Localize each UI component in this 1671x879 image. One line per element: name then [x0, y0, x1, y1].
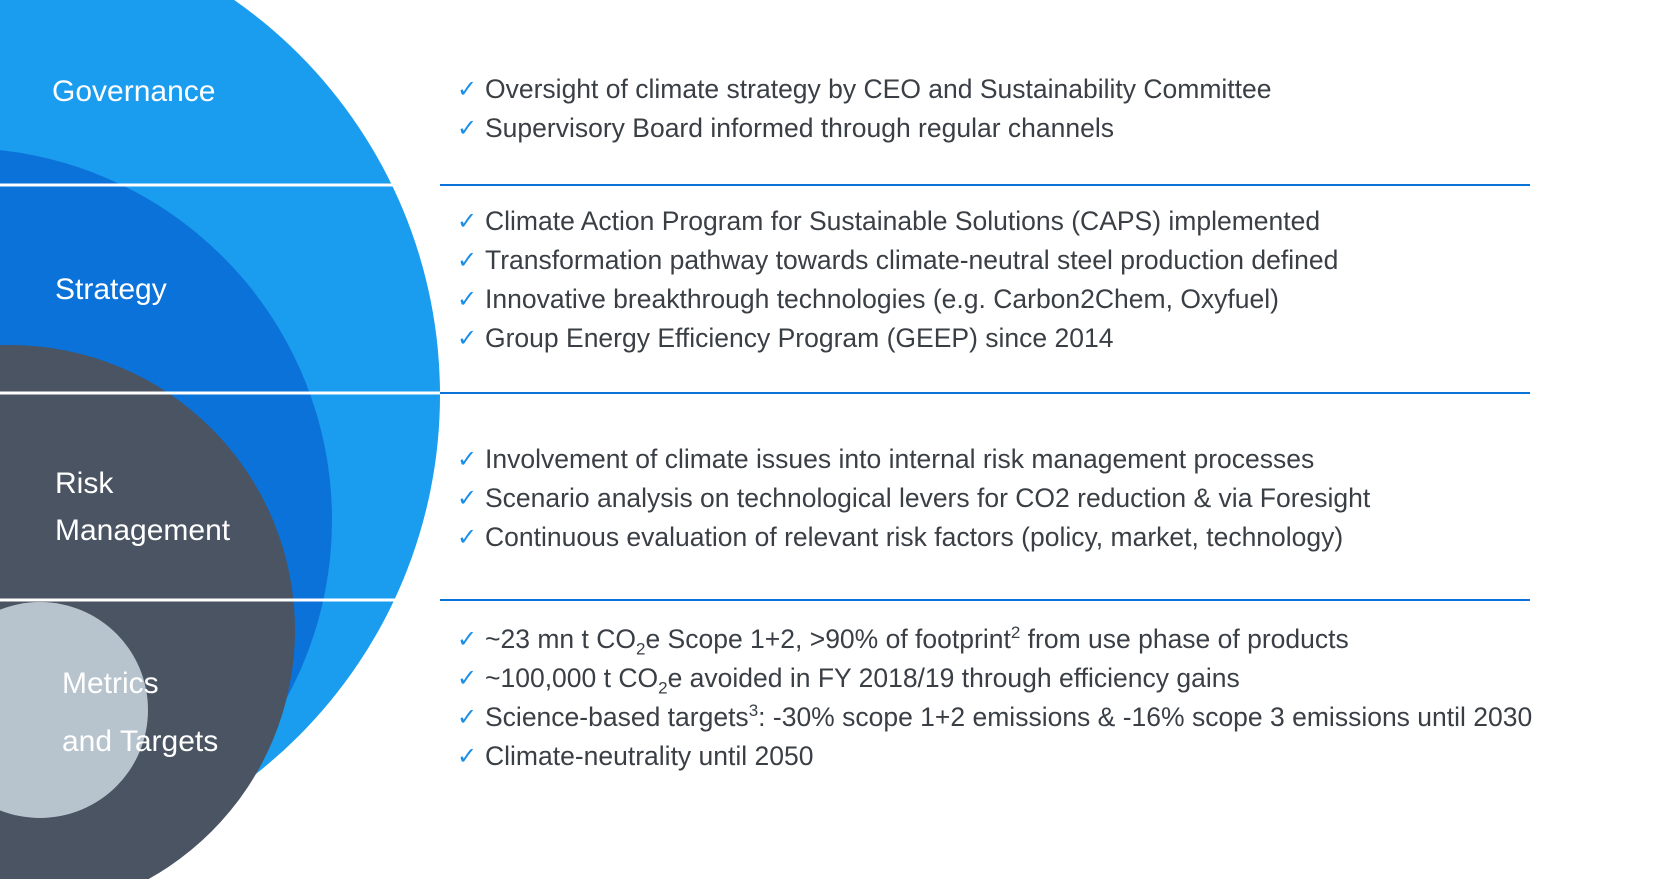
bullet-text: : -30% scope 1+2 emissions & -16% scope …	[758, 702, 1533, 732]
bullet-text: e Scope 1+2, >90% of footprint	[645, 624, 1011, 654]
bullet-text: Climate Action Program for Sustainable S…	[485, 206, 1321, 236]
bullet-text: Involvement of climate issues into inter…	[485, 444, 1315, 474]
bullet: Scenario analysis on technological lever…	[457, 479, 1577, 518]
bullet-text: Science-based targets	[485, 702, 749, 732]
circle-metrics	[0, 602, 148, 818]
label-line: Strategy	[55, 273, 167, 306]
label-line: Metrics	[62, 667, 159, 700]
bullet-text: from use phase of products	[1020, 624, 1349, 654]
section-label: Risk Management	[55, 460, 230, 554]
bullet: Climate-neutrality until 2050	[457, 737, 1577, 776]
bullet-text: Group Energy Efficiency Program (GEEP) s…	[485, 323, 1114, 353]
bullet-text: ~100,000 t CO	[485, 663, 659, 693]
bullet: ~100,000 t CO2e avoided in FY 2018/19 th…	[457, 659, 1577, 698]
bullet-text: Supervisory Board informed through regul…	[485, 113, 1114, 143]
bullet-list: Climate Action Program for Sustainable S…	[457, 202, 1577, 358]
superscript: 3	[748, 701, 759, 721]
bullet: Transformation pathway towards climate-n…	[457, 241, 1577, 280]
section-label: Metrics and Targets	[62, 655, 218, 771]
white-separators	[0, 183, 440, 602]
bullet-text: Transformation pathway towards climate-n…	[485, 245, 1339, 275]
bullet-text: Climate-neutrality until 2050	[485, 741, 814, 771]
bullet: Continuous evaluation of relevant risk f…	[457, 518, 1577, 557]
section-label: Governance	[52, 67, 215, 117]
bullet-text: Innovative breakthrough technologies (e.…	[485, 284, 1279, 314]
bullet-text: e avoided in FY 2018/19 through efficien…	[667, 663, 1240, 693]
bullet-text: Scenario analysis on technological lever…	[485, 483, 1371, 513]
bullet-text: Oversight of climate strategy by CEO and…	[485, 74, 1272, 104]
label-line: Governance	[52, 75, 216, 108]
bullet-list: ~23 mn t CO2e Scope 1+2, >90% of footpri…	[457, 620, 1577, 776]
separators	[380, 184, 1530, 601]
bullet-list: Oversight of climate strategy by CEO and…	[457, 70, 1577, 148]
bullet: ~23 mn t CO2e Scope 1+2, >90% of footpri…	[457, 620, 1577, 659]
label-line: Management	[55, 514, 231, 547]
subscript: 2	[635, 639, 646, 659]
bullet-list: Involvement of climate issues into inter…	[457, 440, 1577, 557]
bullet-text: Continuous evaluation of relevant risk f…	[485, 522, 1344, 552]
bullet: Climate Action Program for Sustainable S…	[457, 202, 1577, 241]
bullet: Supervisory Board informed through regul…	[457, 109, 1577, 148]
bullet: Innovative breakthrough technologies (e.…	[457, 280, 1577, 319]
bullet: Involvement of climate issues into inter…	[457, 440, 1577, 479]
bullet: Group Energy Efficiency Program (GEEP) s…	[457, 319, 1577, 358]
bullet: Science-based targets3: -30% scope 1+2 e…	[457, 698, 1577, 737]
label-line: Risk	[55, 467, 114, 500]
bullet: Oversight of climate strategy by CEO and…	[457, 70, 1577, 109]
bullet-text: ~23 mn t CO	[485, 624, 636, 654]
subscript: 2	[658, 678, 668, 698]
section-label: Strategy	[55, 265, 167, 315]
label-line: and Targets	[62, 725, 219, 758]
superscript: 2	[1010, 623, 1021, 643]
